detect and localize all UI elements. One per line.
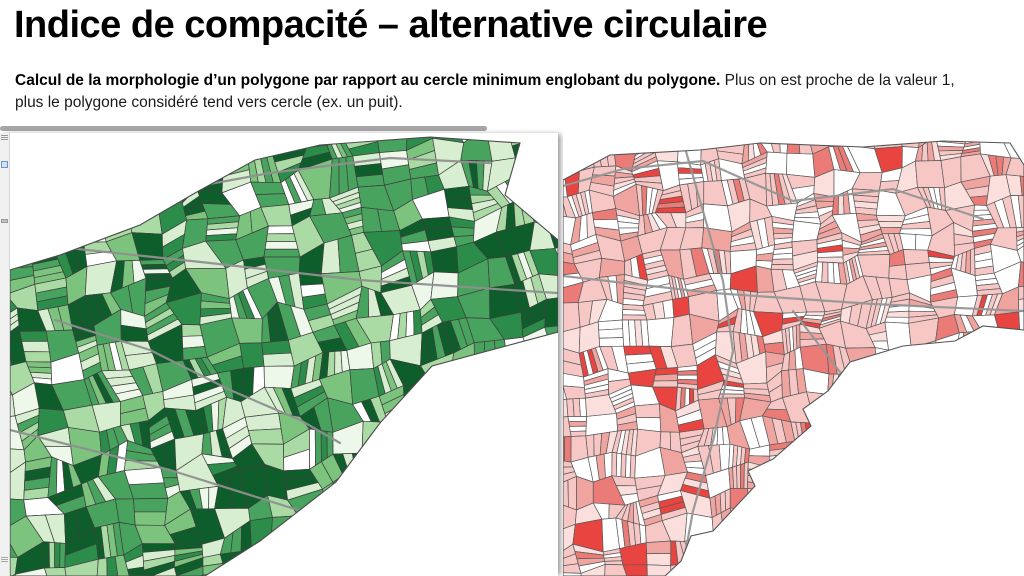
panel-collapse-icon [1,219,8,223]
panel-resize-icon [1,557,8,562]
subtitle-bold-text: Calcul de la morphologie d’un polygone p… [15,72,721,89]
subtitle-regular-text: Plus on est proche de la valeur 1, plus … [15,72,955,112]
panel-grip-icon [1,135,8,140]
gis-sidebar-strip [0,133,10,576]
compactness-map-green [10,133,558,576]
slide-subtitle: Calcul de la morphologie d’un polygone p… [15,70,973,115]
panel-layers-icon [1,161,8,168]
page-title: Indice de compacité – alternative circul… [14,4,768,46]
map-panel-red [563,133,1024,576]
map-panel-green [0,133,558,576]
compactness-map-red [563,133,1024,576]
horizontal-scrollbar-thumb [0,126,487,131]
